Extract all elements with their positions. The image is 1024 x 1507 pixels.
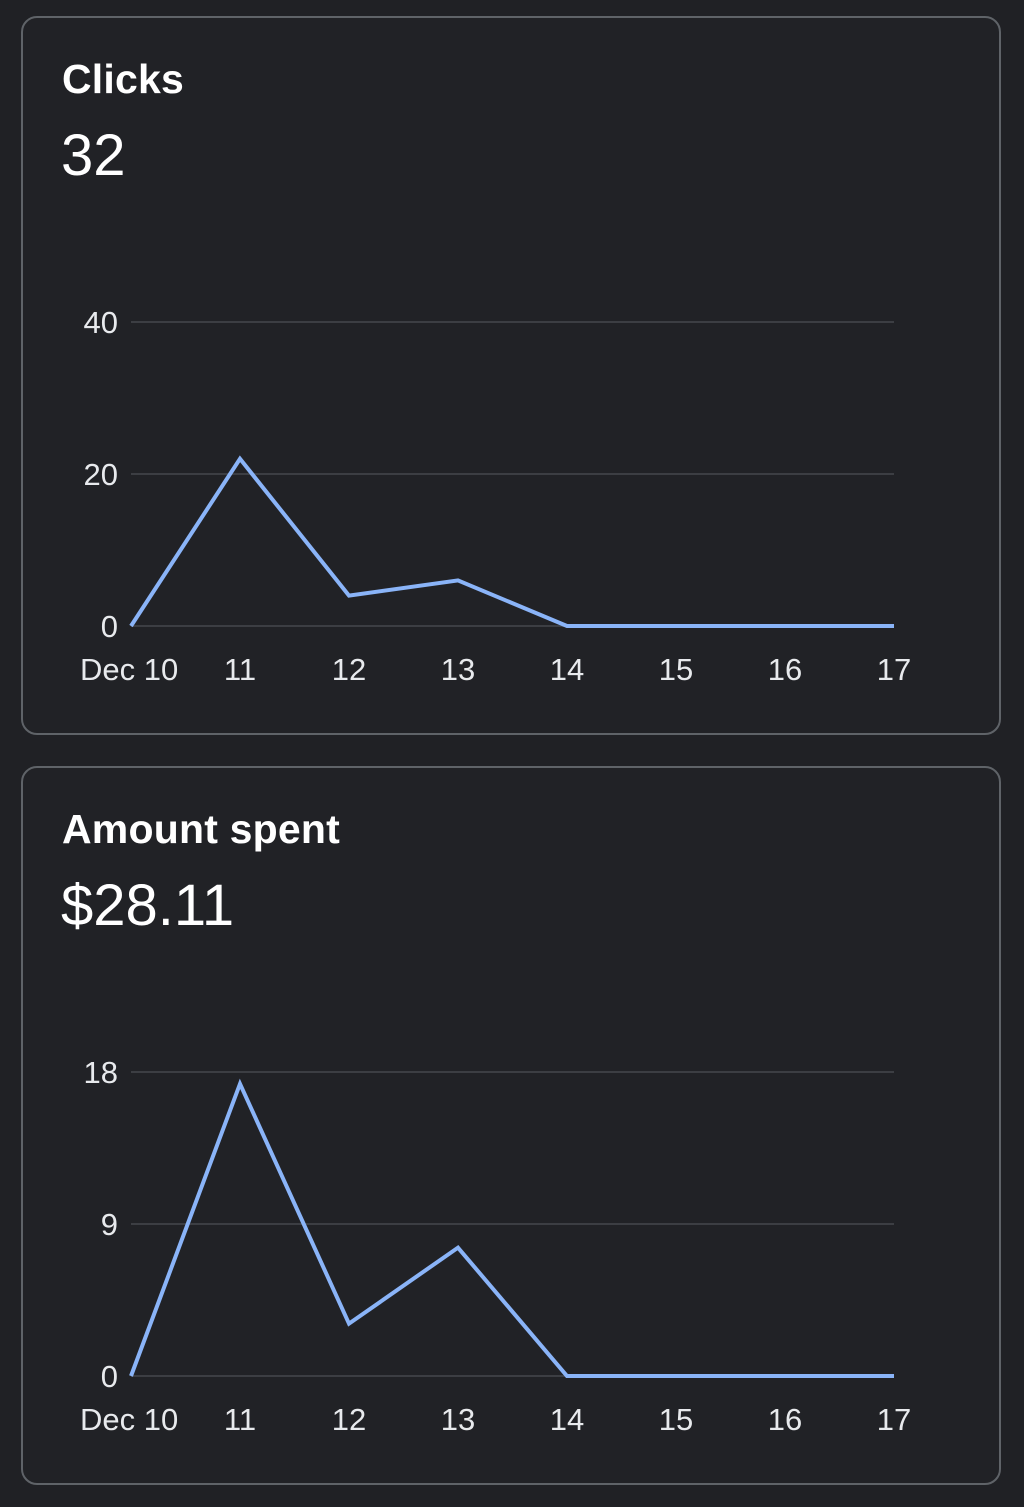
amount-spent-line-chart: 0 9 18 Dec 10 11 12 13 14 15 16 17	[80, 1055, 911, 1437]
series-line	[129, 455, 894, 628]
y-tick-label: 20	[84, 457, 118, 492]
card-title: Amount spent	[62, 806, 340, 852]
x-tick-label: 16	[768, 652, 802, 687]
series-line	[129, 1078, 894, 1378]
x-tick-label: 13	[441, 652, 475, 687]
x-tick-label: Dec 10	[80, 652, 178, 687]
x-tick-label: 15	[659, 1402, 693, 1437]
x-tick-label: 12	[332, 652, 366, 687]
x-tick-label: 15	[659, 652, 693, 687]
y-tick-label: 0	[101, 609, 118, 644]
x-tick-label: 17	[877, 652, 911, 687]
x-tick-label: 16	[768, 1402, 802, 1437]
y-tick-label: 40	[84, 305, 118, 340]
card-value: 32	[61, 123, 126, 188]
clicks-line-chart: 0 20 40 Dec 10 11 12 13 14 15 16 17	[80, 305, 911, 687]
x-tick-label: 12	[332, 1402, 366, 1437]
y-tick-label: 0	[101, 1359, 118, 1394]
x-tick-label: 14	[550, 652, 584, 687]
card-value: $28.11	[61, 873, 235, 938]
y-tick-label: 9	[101, 1207, 118, 1242]
amount-spent-card[interactable]: Amount spent $28.11 0 9 18 Dec 10 11 12 13 14 15…	[21, 766, 1001, 1485]
card-title: Clicks	[62, 56, 184, 102]
x-tick-label: 13	[441, 1402, 475, 1437]
x-tick-label: 17	[877, 1402, 911, 1437]
x-tick-label: Dec 10	[80, 1402, 178, 1437]
x-tick-label: 11	[224, 1402, 256, 1437]
x-tick-label: 14	[550, 1402, 584, 1437]
clicks-card[interactable]: Clicks 32 0 20 40 Dec 10 11 12 13 14 15 16 17	[21, 16, 1001, 735]
x-tick-label: 11	[224, 652, 256, 687]
y-tick-label: 18	[84, 1055, 118, 1090]
